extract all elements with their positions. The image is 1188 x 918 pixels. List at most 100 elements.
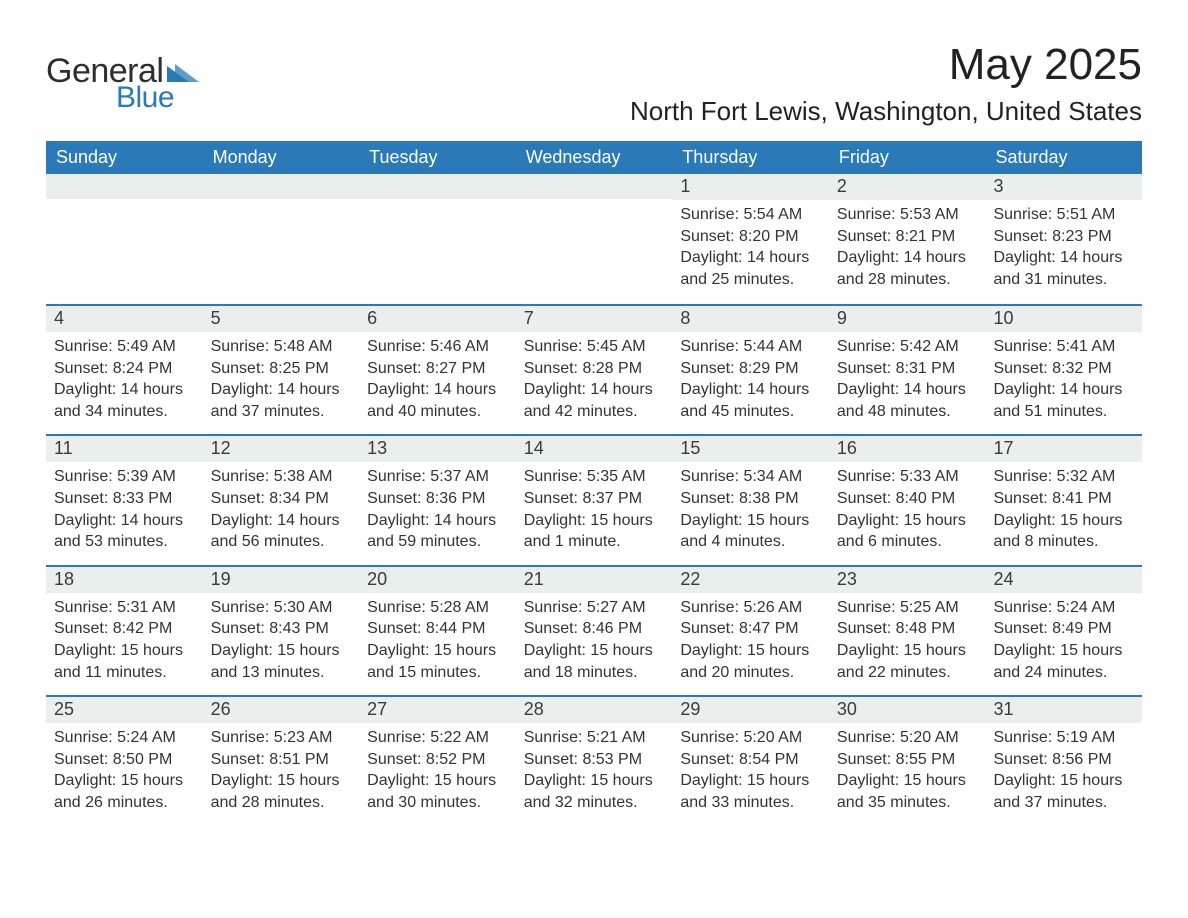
day-detail: Sunrise: 5:44 AMSunset: 8:29 PMDaylight:… bbox=[672, 332, 829, 434]
sunrise-text: Sunrise: 5:54 AM bbox=[680, 204, 821, 226]
daylight-text: Daylight: 15 hours and 22 minutes. bbox=[837, 640, 978, 683]
day-number: 2 bbox=[829, 174, 986, 200]
sunset-text: Sunset: 8:56 PM bbox=[993, 749, 1134, 771]
daylight-text: Daylight: 15 hours and 13 minutes. bbox=[211, 640, 352, 683]
day-detail: Sunrise: 5:26 AMSunset: 8:47 PMDaylight:… bbox=[672, 593, 829, 695]
sunset-text: Sunset: 8:31 PM bbox=[837, 358, 978, 380]
calendar-day: 23Sunrise: 5:25 AMSunset: 8:48 PMDayligh… bbox=[829, 567, 986, 695]
calendar-week: 11Sunrise: 5:39 AMSunset: 8:33 PMDayligh… bbox=[46, 434, 1142, 564]
day-number: 1 bbox=[672, 174, 829, 200]
sunset-text: Sunset: 8:53 PM bbox=[524, 749, 665, 771]
sunset-text: Sunset: 8:51 PM bbox=[211, 749, 352, 771]
sunset-text: Sunset: 8:34 PM bbox=[211, 488, 352, 510]
day-number: 17 bbox=[985, 436, 1142, 462]
day-number: 7 bbox=[516, 306, 673, 332]
calendar-day: 4Sunrise: 5:49 AMSunset: 8:24 PMDaylight… bbox=[46, 306, 203, 434]
calendar-day: 26Sunrise: 5:23 AMSunset: 8:51 PMDayligh… bbox=[203, 697, 360, 825]
sunset-text: Sunset: 8:33 PM bbox=[54, 488, 195, 510]
dow-wednesday: Wednesday bbox=[516, 141, 673, 174]
daylight-text: Daylight: 14 hours and 53 minutes. bbox=[54, 510, 195, 553]
calendar-day: 9Sunrise: 5:42 AMSunset: 8:31 PMDaylight… bbox=[829, 306, 986, 434]
location-title: North Fort Lewis, Washington, United Sta… bbox=[630, 96, 1142, 127]
sunset-text: Sunset: 8:47 PM bbox=[680, 618, 821, 640]
sunrise-text: Sunrise: 5:22 AM bbox=[367, 727, 508, 749]
sunset-text: Sunset: 8:32 PM bbox=[993, 358, 1134, 380]
calendar-day bbox=[203, 174, 360, 304]
day-number: 13 bbox=[359, 436, 516, 462]
day-number: 12 bbox=[203, 436, 360, 462]
sunset-text: Sunset: 8:21 PM bbox=[837, 226, 978, 248]
sunset-text: Sunset: 8:40 PM bbox=[837, 488, 978, 510]
daylight-text: Daylight: 15 hours and 18 minutes. bbox=[524, 640, 665, 683]
day-detail: Sunrise: 5:24 AMSunset: 8:49 PMDaylight:… bbox=[985, 593, 1142, 695]
brand-word-2: Blue bbox=[116, 81, 199, 115]
calendar-day: 10Sunrise: 5:41 AMSunset: 8:32 PMDayligh… bbox=[985, 306, 1142, 434]
day-detail: Sunrise: 5:34 AMSunset: 8:38 PMDaylight:… bbox=[672, 462, 829, 564]
sunrise-text: Sunrise: 5:25 AM bbox=[837, 597, 978, 619]
calendar-day: 12Sunrise: 5:38 AMSunset: 8:34 PMDayligh… bbox=[203, 436, 360, 564]
daylight-text: Daylight: 14 hours and 56 minutes. bbox=[211, 510, 352, 553]
day-detail: Sunrise: 5:33 AMSunset: 8:40 PMDaylight:… bbox=[829, 462, 986, 564]
sunrise-text: Sunrise: 5:20 AM bbox=[680, 727, 821, 749]
sunrise-text: Sunrise: 5:20 AM bbox=[837, 727, 978, 749]
sunrise-text: Sunrise: 5:26 AM bbox=[680, 597, 821, 619]
sunrise-text: Sunrise: 5:27 AM bbox=[524, 597, 665, 619]
calendar-week: 18Sunrise: 5:31 AMSunset: 8:42 PMDayligh… bbox=[46, 565, 1142, 695]
sunset-text: Sunset: 8:24 PM bbox=[54, 358, 195, 380]
day-number: 21 bbox=[516, 567, 673, 593]
day-detail: Sunrise: 5:20 AMSunset: 8:55 PMDaylight:… bbox=[829, 723, 986, 825]
day-number: 22 bbox=[672, 567, 829, 593]
day-number: 9 bbox=[829, 306, 986, 332]
daylight-text: Daylight: 15 hours and 30 minutes. bbox=[367, 770, 508, 813]
day-number: 6 bbox=[359, 306, 516, 332]
calendar-day: 20Sunrise: 5:28 AMSunset: 8:44 PMDayligh… bbox=[359, 567, 516, 695]
day-detail: Sunrise: 5:24 AMSunset: 8:50 PMDaylight:… bbox=[46, 723, 203, 825]
sunrise-text: Sunrise: 5:46 AM bbox=[367, 336, 508, 358]
day-detail: Sunrise: 5:46 AMSunset: 8:27 PMDaylight:… bbox=[359, 332, 516, 434]
calendar-day: 24Sunrise: 5:24 AMSunset: 8:49 PMDayligh… bbox=[985, 567, 1142, 695]
day-number: 15 bbox=[672, 436, 829, 462]
calendar-day: 8Sunrise: 5:44 AMSunset: 8:29 PMDaylight… bbox=[672, 306, 829, 434]
calendar-day: 16Sunrise: 5:33 AMSunset: 8:40 PMDayligh… bbox=[829, 436, 986, 564]
sunrise-text: Sunrise: 5:24 AM bbox=[54, 727, 195, 749]
sunrise-text: Sunrise: 5:53 AM bbox=[837, 204, 978, 226]
sunrise-text: Sunrise: 5:30 AM bbox=[211, 597, 352, 619]
daylight-text: Daylight: 14 hours and 51 minutes. bbox=[993, 379, 1134, 422]
dow-thursday: Thursday bbox=[672, 141, 829, 174]
day-number bbox=[359, 174, 516, 199]
calendar-day: 29Sunrise: 5:20 AMSunset: 8:54 PMDayligh… bbox=[672, 697, 829, 825]
sunrise-text: Sunrise: 5:51 AM bbox=[993, 204, 1134, 226]
day-number: 30 bbox=[829, 697, 986, 723]
day-detail: Sunrise: 5:45 AMSunset: 8:28 PMDaylight:… bbox=[516, 332, 673, 434]
day-detail: Sunrise: 5:38 AMSunset: 8:34 PMDaylight:… bbox=[203, 462, 360, 564]
sunset-text: Sunset: 8:52 PM bbox=[367, 749, 508, 771]
sunrise-text: Sunrise: 5:45 AM bbox=[524, 336, 665, 358]
day-detail: Sunrise: 5:19 AMSunset: 8:56 PMDaylight:… bbox=[985, 723, 1142, 825]
sunrise-text: Sunrise: 5:21 AM bbox=[524, 727, 665, 749]
sunrise-text: Sunrise: 5:49 AM bbox=[54, 336, 195, 358]
sunset-text: Sunset: 8:41 PM bbox=[993, 488, 1134, 510]
sunset-text: Sunset: 8:55 PM bbox=[837, 749, 978, 771]
sunrise-text: Sunrise: 5:32 AM bbox=[993, 466, 1134, 488]
day-detail: Sunrise: 5:37 AMSunset: 8:36 PMDaylight:… bbox=[359, 462, 516, 564]
daylight-text: Daylight: 15 hours and 32 minutes. bbox=[524, 770, 665, 813]
sunrise-text: Sunrise: 5:44 AM bbox=[680, 336, 821, 358]
sunset-text: Sunset: 8:37 PM bbox=[524, 488, 665, 510]
daylight-text: Daylight: 14 hours and 40 minutes. bbox=[367, 379, 508, 422]
day-of-week-header: Sunday Monday Tuesday Wednesday Thursday… bbox=[46, 141, 1142, 174]
calendar-grid: Sunday Monday Tuesday Wednesday Thursday… bbox=[46, 141, 1142, 826]
sunset-text: Sunset: 8:44 PM bbox=[367, 618, 508, 640]
calendar-day: 7Sunrise: 5:45 AMSunset: 8:28 PMDaylight… bbox=[516, 306, 673, 434]
daylight-text: Daylight: 15 hours and 6 minutes. bbox=[837, 510, 978, 553]
day-number: 26 bbox=[203, 697, 360, 723]
sunrise-text: Sunrise: 5:19 AM bbox=[993, 727, 1134, 749]
day-detail: Sunrise: 5:42 AMSunset: 8:31 PMDaylight:… bbox=[829, 332, 986, 434]
day-detail: Sunrise: 5:48 AMSunset: 8:25 PMDaylight:… bbox=[203, 332, 360, 434]
daylight-text: Daylight: 15 hours and 26 minutes. bbox=[54, 770, 195, 813]
day-detail: Sunrise: 5:31 AMSunset: 8:42 PMDaylight:… bbox=[46, 593, 203, 695]
daylight-text: Daylight: 15 hours and 33 minutes. bbox=[680, 770, 821, 813]
calendar-day: 14Sunrise: 5:35 AMSunset: 8:37 PMDayligh… bbox=[516, 436, 673, 564]
daylight-text: Daylight: 15 hours and 4 minutes. bbox=[680, 510, 821, 553]
day-detail: Sunrise: 5:27 AMSunset: 8:46 PMDaylight:… bbox=[516, 593, 673, 695]
calendar-day: 25Sunrise: 5:24 AMSunset: 8:50 PMDayligh… bbox=[46, 697, 203, 825]
